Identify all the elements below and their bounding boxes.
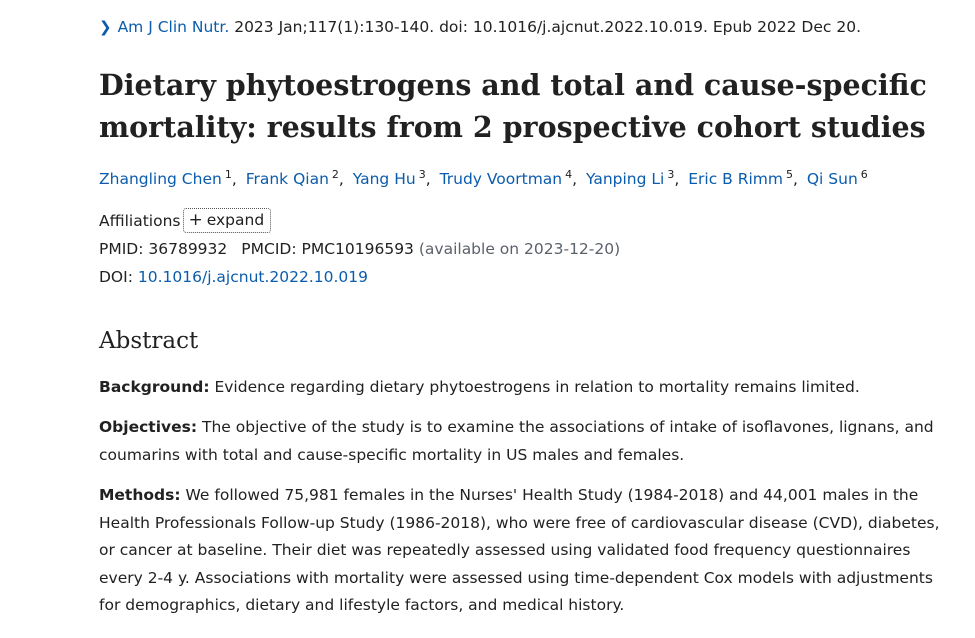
author-link[interactable]: Zhangling Chen 1 — [99, 168, 232, 188]
affiliations-row: Affiliations + expand — [99, 208, 272, 233]
abstract-background: Background: Evidence regarding dietary p… — [99, 378, 860, 396]
affiliations-label: Affiliations — [99, 211, 181, 230]
author-link[interactable]: Frank Qian 2 — [245, 168, 339, 188]
abstract-heading: Abstract — [99, 328, 199, 354]
doi-label: DOI: — [99, 268, 133, 286]
expand-affiliations-button[interactable]: + expand — [183, 208, 272, 233]
pmid: PMID: 36789932 — [99, 240, 228, 258]
article-title: Dietary phytoestrogens and total and cau… — [99, 68, 927, 144]
identifiers-row: PMID: 36789932 PMCID: PMC10196593 (availa… — [99, 240, 620, 258]
author-link[interactable]: Qi Sun 6 — [806, 168, 868, 188]
pmcid: PMCID: PMC10196593 — [241, 240, 414, 258]
availability-note: (available on 2023-12-20) — [418, 240, 621, 258]
journal-link[interactable]: Am J Clin Nutr. — [117, 18, 230, 36]
doi-link[interactable]: 10.1016/j.ajcnut.2022.10.019 — [137, 268, 369, 286]
doi-row: DOI: 10.1016/j.ajcnut.2022.10.019 — [99, 268, 368, 286]
abstract-objectives: Objectives: The objective of the study i… — [99, 418, 934, 464]
plus-icon: + — [188, 210, 203, 230]
author-link[interactable]: Yanping Li 3 — [586, 168, 675, 188]
author-link[interactable]: Trudy Voortman 4 — [439, 168, 573, 188]
citation-details: 2023 Jan;117(1):130-140. doi: 10.1016/j.… — [234, 18, 862, 36]
abstract-methods: Methods: We followed 75,981 females in t… — [99, 486, 940, 614]
citation-line: ❯ Am J Clin Nutr. 2023 Jan;117(1):130-140… — [99, 18, 861, 36]
chevron-right-icon[interactable]: ❯ — [99, 18, 112, 36]
author-link[interactable]: Yang Hu 3 — [352, 168, 426, 188]
author-link[interactable]: Eric B Rimm 5 — [688, 168, 793, 188]
author-list: Zhangling Chen 1, Frank Qian 2, Yang Hu 3, … — [99, 168, 868, 188]
